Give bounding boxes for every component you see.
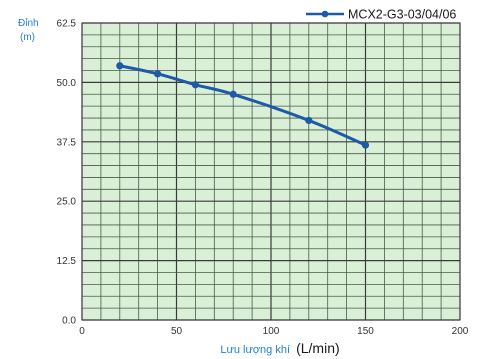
y-tick-label: 25.0 [57, 197, 77, 208]
y-tick-label: 37.5 [57, 137, 77, 148]
y-tick-label: 0.0 [62, 316, 76, 327]
plot-border [81, 22, 461, 321]
y-axis-ticks: 0.0 12.5 25.0 37.5 50.0 62.5 [57, 19, 77, 327]
x-tick-label: 200 [452, 326, 469, 337]
x-tick-label: 50 [171, 326, 183, 337]
x-tick-label: 100 [263, 326, 280, 337]
y-axis-label-line2: (m) [20, 32, 35, 43]
data-point [154, 70, 162, 78]
x-axis-label-unit: (L/min) [296, 340, 340, 356]
data-point [305, 116, 313, 125]
legend-swatch-marker [321, 10, 329, 18]
x-axis-ticks: 0 50 100 150 200 [79, 326, 469, 337]
data-point [116, 62, 124, 70]
data-point [361, 141, 370, 149]
grid [81, 22, 461, 321]
x-axis-label-main: Lưu lượng khí [220, 344, 290, 356]
legend-entry-label: MCX2-G3-03/04/06 [348, 8, 456, 22]
x-tick-label: 150 [357, 326, 374, 337]
y-tick-label: 62.5 [57, 19, 77, 30]
legend: MCX2-G3-03/04/06 [306, 8, 456, 22]
y-tick-label: 12.5 [57, 256, 77, 267]
x-tick-label: 0 [79, 326, 85, 337]
y-axis-label-line1: Đỉnh [18, 17, 39, 29]
data-point [229, 90, 237, 98]
series-layer [116, 62, 370, 149]
data-point [191, 81, 199, 89]
x-axis-label: Lưu lượng khí (L/min) [220, 340, 339, 356]
y-tick-label: 50.0 [57, 78, 77, 89]
